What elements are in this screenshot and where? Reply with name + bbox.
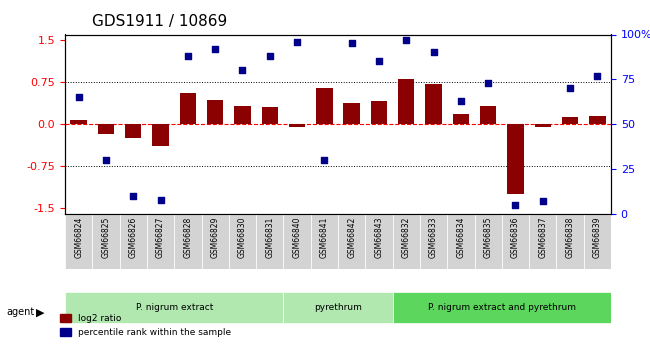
Bar bbox=[207, 100, 224, 124]
FancyBboxPatch shape bbox=[256, 214, 283, 269]
Point bbox=[237, 68, 248, 73]
Point bbox=[538, 199, 548, 204]
FancyBboxPatch shape bbox=[120, 214, 147, 269]
FancyBboxPatch shape bbox=[447, 214, 474, 269]
FancyBboxPatch shape bbox=[420, 214, 447, 269]
Point bbox=[265, 53, 275, 59]
Text: GSM66825: GSM66825 bbox=[101, 217, 111, 258]
Bar bbox=[562, 117, 578, 124]
Text: GSM66826: GSM66826 bbox=[129, 217, 138, 258]
FancyBboxPatch shape bbox=[283, 292, 393, 323]
Point bbox=[292, 39, 302, 45]
FancyBboxPatch shape bbox=[283, 214, 311, 269]
Point bbox=[183, 53, 193, 59]
Text: GSM66834: GSM66834 bbox=[456, 217, 465, 258]
FancyBboxPatch shape bbox=[474, 214, 502, 269]
Bar bbox=[589, 116, 606, 124]
Text: GSM66833: GSM66833 bbox=[429, 217, 438, 258]
Bar bbox=[534, 124, 551, 127]
FancyBboxPatch shape bbox=[174, 214, 202, 269]
Text: GSM66832: GSM66832 bbox=[402, 217, 411, 258]
Bar bbox=[98, 124, 114, 134]
FancyBboxPatch shape bbox=[584, 214, 611, 269]
Text: GSM66840: GSM66840 bbox=[292, 217, 302, 258]
Text: ▶: ▶ bbox=[36, 307, 44, 317]
Text: GSM66838: GSM66838 bbox=[566, 217, 575, 258]
Text: P. nigrum extract and pyrethrum: P. nigrum extract and pyrethrum bbox=[428, 303, 576, 312]
Text: GSM66842: GSM66842 bbox=[347, 217, 356, 258]
FancyBboxPatch shape bbox=[338, 214, 365, 269]
Point bbox=[374, 59, 384, 64]
Bar bbox=[152, 124, 169, 146]
Text: GSM66835: GSM66835 bbox=[484, 217, 493, 258]
Bar bbox=[452, 114, 469, 124]
Text: GSM66836: GSM66836 bbox=[511, 217, 520, 258]
Bar bbox=[125, 124, 142, 138]
Text: GSM66827: GSM66827 bbox=[156, 217, 165, 258]
Bar bbox=[234, 106, 251, 124]
Point bbox=[483, 80, 493, 86]
FancyBboxPatch shape bbox=[393, 292, 611, 323]
FancyBboxPatch shape bbox=[529, 214, 556, 269]
Text: GSM66837: GSM66837 bbox=[538, 217, 547, 258]
FancyBboxPatch shape bbox=[92, 214, 120, 269]
Bar bbox=[179, 93, 196, 124]
Bar bbox=[507, 124, 524, 194]
Bar bbox=[316, 88, 333, 124]
Point bbox=[401, 37, 411, 43]
Point bbox=[592, 73, 603, 79]
Bar bbox=[398, 79, 415, 124]
Text: agent: agent bbox=[6, 307, 34, 317]
Text: GSM66843: GSM66843 bbox=[374, 217, 384, 258]
Point bbox=[319, 157, 330, 163]
Point bbox=[73, 95, 84, 100]
FancyBboxPatch shape bbox=[556, 214, 584, 269]
FancyBboxPatch shape bbox=[393, 214, 420, 269]
FancyBboxPatch shape bbox=[202, 214, 229, 269]
FancyBboxPatch shape bbox=[147, 214, 174, 269]
Bar bbox=[425, 84, 442, 124]
FancyBboxPatch shape bbox=[229, 214, 256, 269]
Point bbox=[210, 46, 220, 52]
Point bbox=[510, 202, 521, 208]
Point bbox=[565, 86, 575, 91]
Text: GSM66828: GSM66828 bbox=[183, 217, 192, 258]
Bar bbox=[370, 101, 387, 124]
Text: GSM66829: GSM66829 bbox=[211, 217, 220, 258]
Point bbox=[128, 193, 138, 199]
Text: GSM66824: GSM66824 bbox=[74, 217, 83, 258]
FancyBboxPatch shape bbox=[365, 214, 393, 269]
Text: GSM66830: GSM66830 bbox=[238, 217, 247, 258]
Point bbox=[155, 197, 166, 202]
Text: GSM66831: GSM66831 bbox=[265, 217, 274, 258]
Point bbox=[346, 41, 357, 46]
FancyBboxPatch shape bbox=[65, 292, 283, 323]
FancyBboxPatch shape bbox=[502, 214, 529, 269]
Text: GDS1911 / 10869: GDS1911 / 10869 bbox=[92, 14, 228, 29]
Text: GSM66841: GSM66841 bbox=[320, 217, 329, 258]
Text: P. nigrum extract: P. nigrum extract bbox=[135, 303, 213, 312]
Text: pyrethrum: pyrethrum bbox=[314, 303, 362, 312]
FancyBboxPatch shape bbox=[65, 214, 92, 269]
Point bbox=[428, 50, 439, 55]
Bar bbox=[289, 124, 306, 127]
Legend: log2 ratio, percentile rank within the sample: log2 ratio, percentile rank within the s… bbox=[57, 310, 235, 341]
Text: GSM66839: GSM66839 bbox=[593, 217, 602, 258]
Bar bbox=[480, 106, 497, 124]
Bar bbox=[343, 103, 360, 124]
Point bbox=[456, 98, 466, 104]
Bar bbox=[70, 120, 87, 124]
Bar bbox=[261, 107, 278, 124]
FancyBboxPatch shape bbox=[311, 214, 338, 269]
Point bbox=[101, 157, 111, 163]
